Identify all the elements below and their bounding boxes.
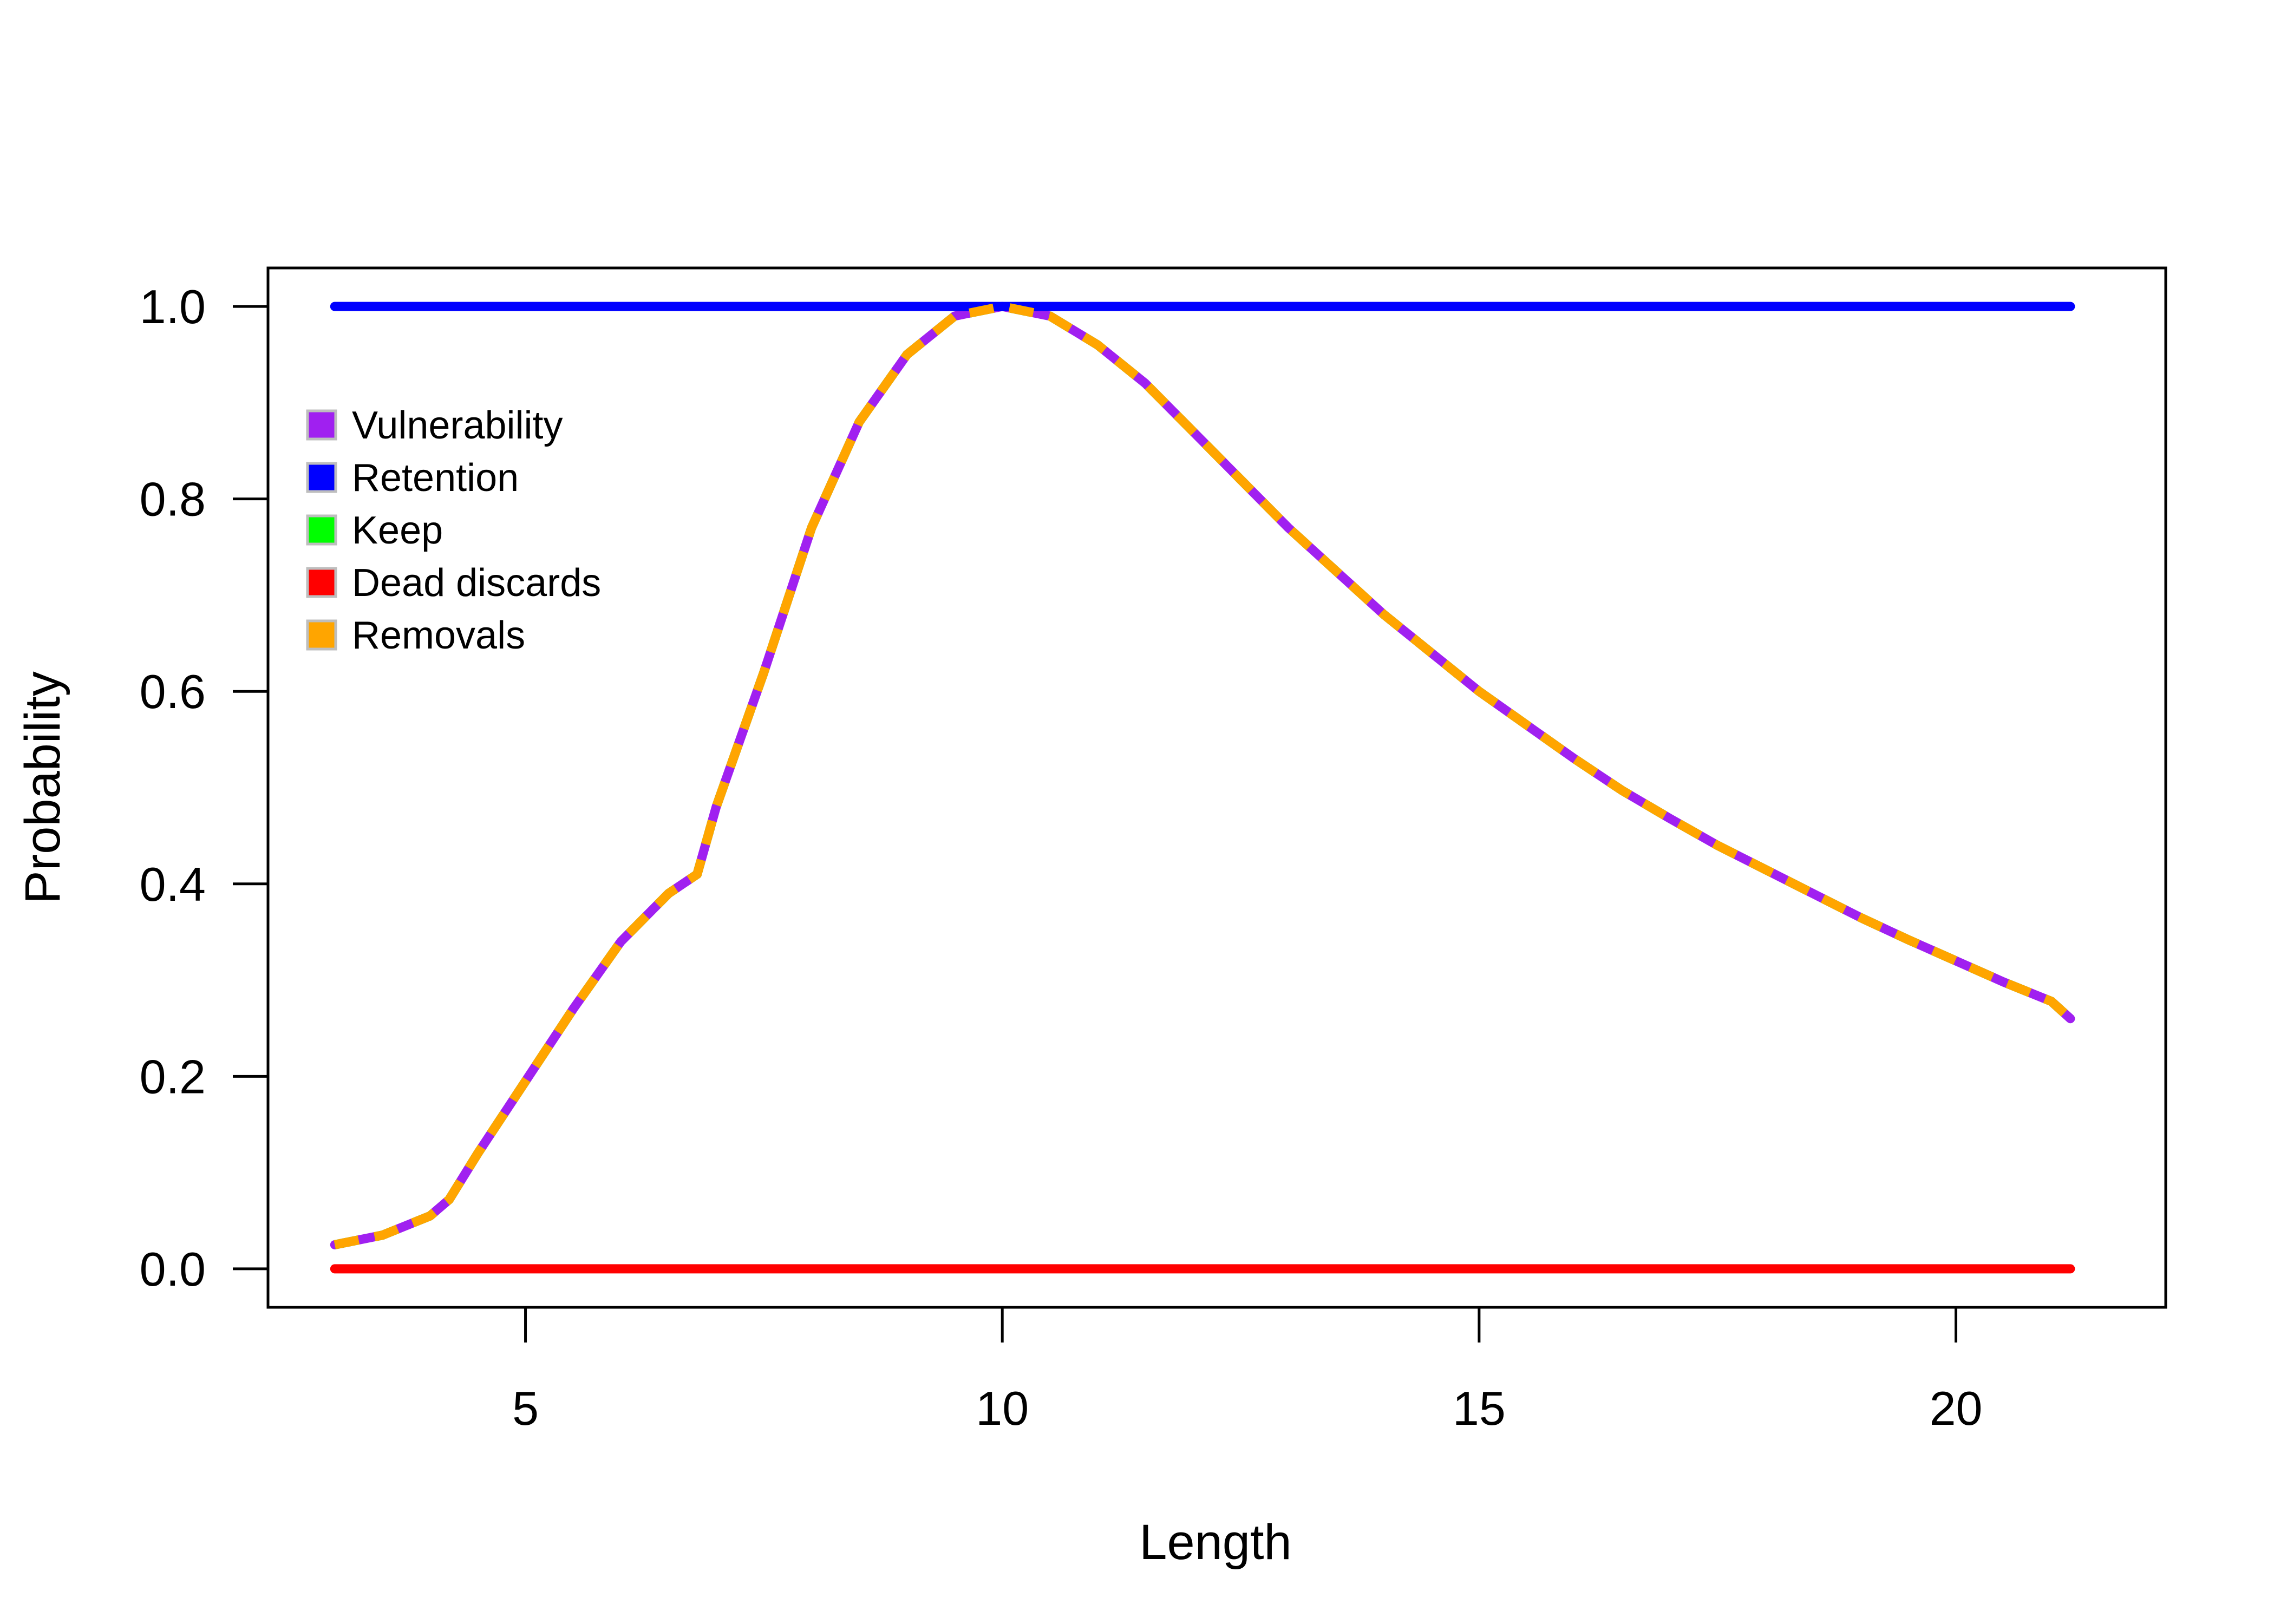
legend-swatch <box>306 409 337 441</box>
series-line-removals <box>334 302 2074 1249</box>
y-tick-label: 0.4 <box>140 857 206 911</box>
x-axis-title: Length <box>1139 1515 1291 1570</box>
x-axis: 5 10 15 20 <box>512 1306 1983 1435</box>
y-tick-label: 0.0 <box>140 1242 206 1296</box>
y-tick-label: 0.8 <box>140 473 206 526</box>
legend: Vulnerability Retention Keep Dead discards R… <box>306 404 601 657</box>
legend-label: Dead discards <box>352 561 601 605</box>
x-tick-label: 10 <box>976 1381 1029 1435</box>
legend-swatch <box>306 462 337 493</box>
legend-item-dead-discards: Dead discards <box>306 561 601 605</box>
legend-item-keep: Keep <box>306 509 443 552</box>
y-tick-label: 0.6 <box>140 665 206 718</box>
legend-label: Removals <box>352 614 525 657</box>
x-tick-label: 5 <box>512 1381 539 1435</box>
y-tick-label: 1.0 <box>140 280 206 333</box>
y-tick-label: 0.2 <box>140 1050 206 1103</box>
legend-item-retention: Retention <box>306 456 519 500</box>
y-axis: 0.0 0.2 0.4 0.6 0.8 1.0 <box>140 280 270 1296</box>
y-axis-title: Probability <box>15 671 70 904</box>
legend-item-vulnerability: Vulnerability <box>306 404 563 447</box>
legend-swatch <box>306 567 337 598</box>
legend-label: Keep <box>352 509 443 552</box>
legend-label: Retention <box>352 456 519 500</box>
legend-label: Vulnerability <box>352 404 563 447</box>
series-layer <box>330 302 2075 1274</box>
legend-swatch <box>306 619 337 651</box>
legend-item-removals: Removals <box>306 614 525 657</box>
legend-swatch <box>306 514 337 546</box>
x-tick-label: 15 <box>1453 1381 1506 1435</box>
x-tick-label: 20 <box>1930 1381 1983 1435</box>
